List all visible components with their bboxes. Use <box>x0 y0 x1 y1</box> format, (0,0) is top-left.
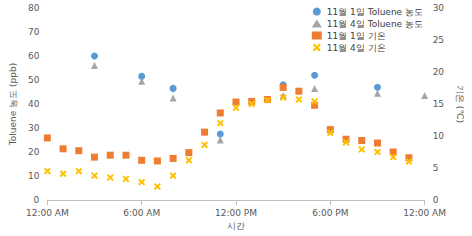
svg-text:70: 70 <box>28 27 40 37</box>
svg-text:0: 0 <box>433 195 439 205</box>
svg-text:25: 25 <box>433 35 444 45</box>
svg-text:12:00 AM: 12:00 AM <box>403 208 446 218</box>
svg-text:11월 4일 Toluene 농도: 11월 4일 Toluene 농도 <box>327 19 423 29</box>
svg-text:40: 40 <box>28 99 40 109</box>
svg-text:50: 50 <box>28 75 40 85</box>
svg-text:10: 10 <box>433 131 445 141</box>
svg-text:0: 0 <box>34 195 40 205</box>
svg-text:30: 30 <box>28 123 40 133</box>
svg-text:6:00 PM: 6:00 PM <box>312 208 348 218</box>
svg-text:기온 (℃): 기온 (℃) <box>455 85 465 123</box>
svg-text:11월 4일 기온: 11월 4일 기온 <box>327 43 386 53</box>
svg-text:80: 80 <box>28 3 40 13</box>
svg-text:60: 60 <box>28 51 40 61</box>
svg-text:5: 5 <box>433 163 439 173</box>
svg-text:11월 1일 기온: 11월 1일 기온 <box>327 31 386 41</box>
svg-text:12:00 PM: 12:00 PM <box>215 208 257 218</box>
svg-text:20: 20 <box>28 147 40 157</box>
svg-text:12:00 AM: 12:00 AM <box>26 208 69 218</box>
svg-text:20: 20 <box>433 67 445 77</box>
svg-text:Toluene 농도 (ppb): Toluene 농도 (ppb) <box>8 63 18 146</box>
svg-text:30: 30 <box>433 3 445 13</box>
svg-text:11월 1일 Toluene 농도: 11월 1일 Toluene 농도 <box>327 7 423 17</box>
svg-text:15: 15 <box>433 99 444 109</box>
svg-text:6:00 AM: 6:00 AM <box>123 208 160 218</box>
svg-text:10: 10 <box>28 171 40 181</box>
svg-text:시간: 시간 <box>227 221 245 231</box>
